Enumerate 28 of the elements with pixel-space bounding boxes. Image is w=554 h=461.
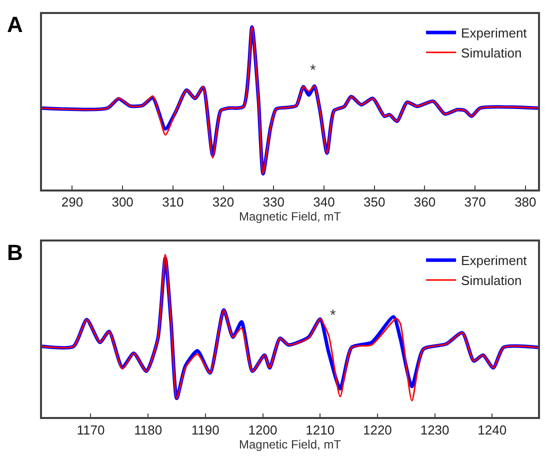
x-tick-label: 370 [464,194,486,210]
x-tick-label: 1180 [134,422,162,438]
legend-label: Experiment [461,253,528,268]
x-tick-label: 330 [262,194,284,210]
x-tick-label: 1220 [362,422,392,438]
x-tick-label: 380 [514,194,536,210]
x-tick-label: 1190 [191,422,220,438]
annotation: * [330,307,336,324]
annotation: * [310,62,316,79]
x-tick-label: 360 [414,194,436,210]
x-tick-label: 1230 [420,422,450,438]
legend-label: Experiment [461,26,528,41]
chart-title: B [7,240,23,265]
x-tick-label: 290 [61,194,84,210]
x-tick-label: 350 [364,194,386,210]
legend-label: Simulation [461,273,522,288]
x-tick-label: 1240 [478,422,507,438]
chart-title: A [7,12,23,37]
x-tick-label: 1210 [306,422,335,438]
x-axis-title: Magnetic Field, mT [238,210,342,224]
x-tick-label: 320 [212,194,234,210]
legend-label: Simulation [461,45,522,60]
x-axis-title: Magnetic Field, mT [238,437,342,452]
x-tick-label: 300 [112,194,134,210]
x-tick-label: 340 [313,194,335,210]
x-tick-label: 310 [162,194,184,210]
x-tick-label: 1200 [248,422,278,438]
x-tick-label: 1170 [76,422,105,438]
